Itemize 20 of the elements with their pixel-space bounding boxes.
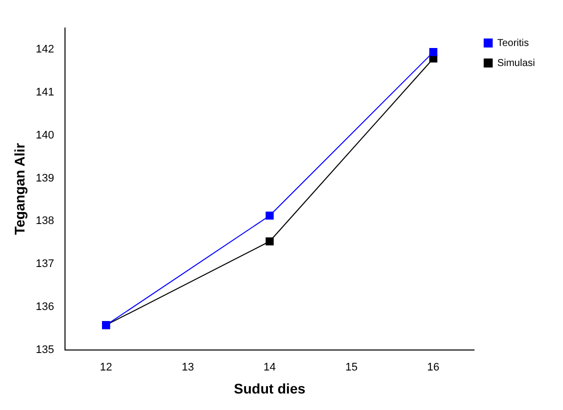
y-axis-title: Tegangan Alir [11, 142, 28, 235]
x-tick-label: 16 [427, 362, 440, 374]
y-tick-label: 140 [36, 129, 54, 142]
x-tick-label: 15 [345, 362, 358, 374]
y-tick-label: 135 [36, 344, 54, 356]
y-tick-label: 136 [36, 301, 54, 314]
x-tick-label: 14 [264, 362, 276, 374]
y-tick-label: 138 [36, 215, 54, 228]
legend-label: Teoritis [497, 38, 529, 49]
x-axis-title: Sudut dies [234, 380, 306, 396]
x-tick-label: 12 [100, 362, 112, 374]
point [266, 212, 274, 220]
legend-label: Simulasi [497, 58, 536, 69]
point [266, 237, 274, 246]
y-tick-label: 142 [36, 44, 54, 56]
x-tick-label: 13 [182, 362, 194, 374]
point [429, 48, 438, 56]
y-tick-label: 137 [36, 258, 54, 270]
y-tick-label: 139 [36, 172, 54, 184]
y-tick-label: 141 [36, 86, 54, 98]
